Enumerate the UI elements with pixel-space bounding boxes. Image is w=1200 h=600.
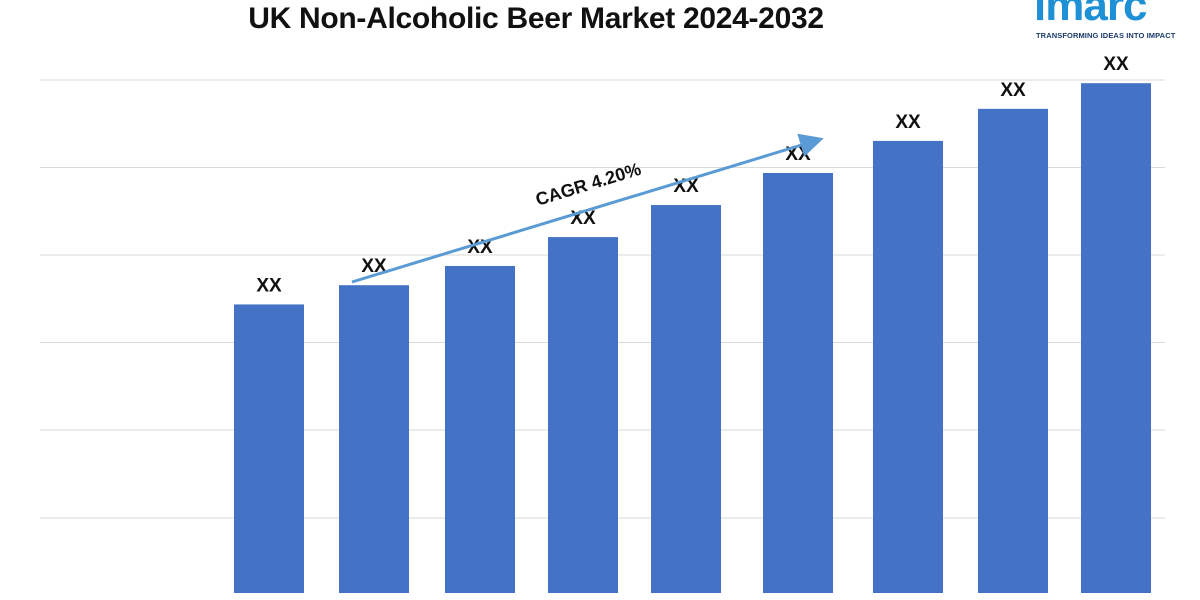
bar <box>234 304 304 593</box>
bar <box>445 265 515 593</box>
data-label: XX <box>895 112 921 133</box>
cagr-label: CAGR 4.20% <box>533 159 643 210</box>
bars <box>234 83 1151 594</box>
cagr-arrow <box>351 133 824 284</box>
logo-wordmark: imarc <box>1034 0 1147 30</box>
data-label: XX <box>1000 80 1026 101</box>
bar <box>763 172 833 593</box>
data-label: XX <box>1103 54 1129 75</box>
logo-tagline: TRANSFORMING IDEAS INTO IMPACT <box>1036 31 1176 40</box>
bar <box>1081 83 1151 594</box>
data-label: XX <box>256 275 282 296</box>
bar <box>651 205 721 593</box>
chart-title: UK Non-Alcoholic Beer Market 2024-2032 <box>248 2 824 35</box>
imarc-logo: imarc TRANSFORMING IDEAS INTO IMPACT <box>1028 0 1193 44</box>
bar <box>548 237 618 593</box>
bar <box>339 285 409 593</box>
bar <box>978 108 1048 593</box>
bar <box>873 140 943 593</box>
